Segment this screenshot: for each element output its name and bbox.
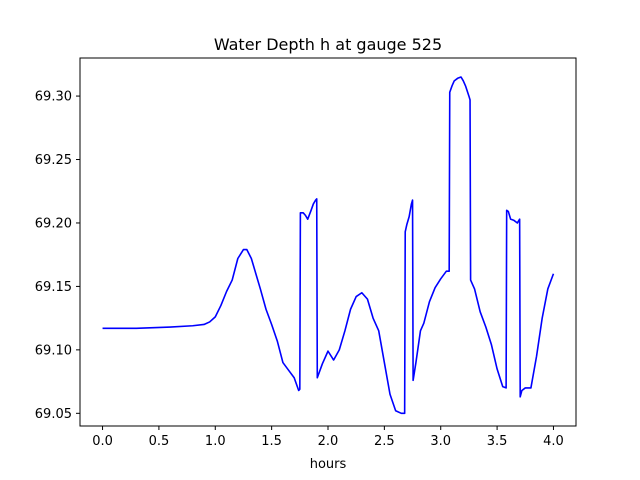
x-tick-label: 2.5	[374, 434, 395, 449]
x-tick-label: 3.5	[487, 434, 508, 449]
x-tick-label: 0.0	[92, 434, 113, 449]
x-tick-label: 1.0	[205, 434, 226, 449]
plot-frame	[79, 57, 577, 427]
x-axis-label: hours	[310, 457, 347, 472]
x-tick-label: 2.0	[318, 434, 339, 449]
chart-title: Water Depth h at gauge 525	[214, 35, 442, 54]
x-tick-label: 1.5	[261, 434, 282, 449]
y-tick-label: 69.05	[35, 407, 72, 422]
y-tick-label: 69.10	[35, 343, 72, 358]
x-tick-label: 3.0	[430, 434, 451, 449]
series-line-group	[102, 76, 555, 415]
series-line-0	[102, 76, 555, 415]
y-tick-label: 69.30	[35, 90, 72, 105]
y-tick-label: 69.25	[35, 153, 72, 168]
x-tick-label: 4.0	[543, 434, 564, 449]
y-axis: 69.05 69.10 69.15 69.20 69.25 69.30	[35, 90, 80, 422]
x-axis: 0.0 0.5 1.0 1.5 2.0 2.5 3.0 3.5 4.0	[92, 426, 564, 449]
x-tick-label: 0.5	[149, 434, 170, 449]
y-tick-label: 69.20	[35, 216, 72, 231]
y-tick-label: 69.15	[35, 280, 72, 295]
